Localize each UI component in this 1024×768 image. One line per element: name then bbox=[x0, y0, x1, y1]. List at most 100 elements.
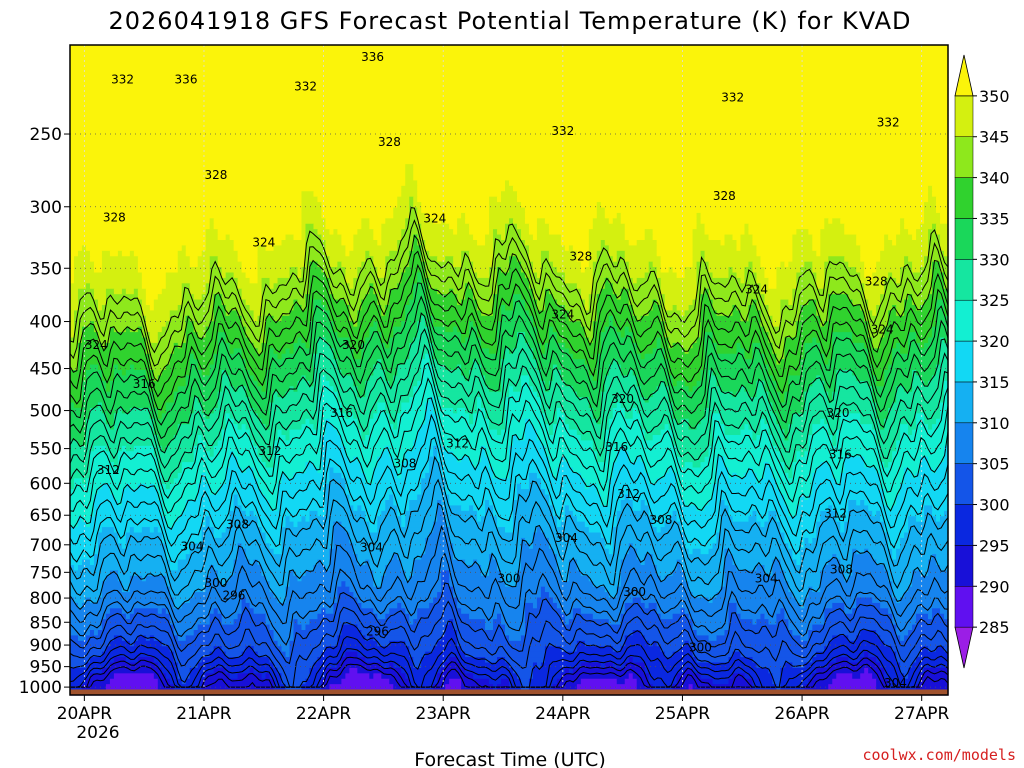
field-cell bbox=[473, 321, 498, 328]
field-cell bbox=[101, 370, 115, 377]
field-cell bbox=[728, 467, 750, 474]
field-cell bbox=[700, 250, 706, 257]
field-cell bbox=[772, 348, 785, 355]
field-cell bbox=[868, 548, 893, 555]
field-cell bbox=[632, 673, 650, 680]
field-cell bbox=[612, 256, 618, 263]
field-cell bbox=[70, 82, 949, 89]
field-cell bbox=[70, 592, 103, 599]
field-cell bbox=[125, 288, 135, 295]
field-cell bbox=[269, 586, 287, 593]
field-cell bbox=[708, 380, 718, 387]
field-cell bbox=[329, 229, 334, 236]
field-cell bbox=[481, 456, 490, 463]
field-cell bbox=[337, 635, 366, 642]
field-cell bbox=[289, 429, 327, 436]
field-cell bbox=[576, 559, 622, 566]
field-cell bbox=[944, 380, 949, 387]
field-cell bbox=[684, 310, 702, 317]
field-cell bbox=[357, 418, 370, 425]
field-cell bbox=[501, 196, 518, 203]
field-cell bbox=[776, 510, 789, 517]
field-cell bbox=[828, 397, 833, 404]
field-cell bbox=[233, 451, 259, 458]
field-cell bbox=[337, 391, 358, 398]
field-cell bbox=[832, 467, 845, 474]
field-cell bbox=[421, 370, 434, 377]
field-cell bbox=[337, 597, 358, 604]
y-tick-label: 250 bbox=[30, 125, 62, 145]
field-cell bbox=[536, 218, 546, 225]
field-cell bbox=[309, 619, 410, 626]
field-cell bbox=[516, 570, 562, 577]
contour-line bbox=[69, 582, 949, 665]
field-cell bbox=[209, 413, 227, 420]
field-cell bbox=[736, 472, 746, 479]
field-cell bbox=[556, 418, 566, 425]
field-cell bbox=[409, 619, 414, 626]
contour-label: 300 bbox=[623, 585, 646, 599]
field-cell bbox=[812, 240, 821, 247]
field-cell bbox=[812, 429, 829, 436]
x-tick-label: 25APR bbox=[655, 704, 711, 724]
field-cell bbox=[301, 272, 311, 279]
field-cell bbox=[161, 370, 191, 377]
field-cell bbox=[632, 657, 698, 664]
field-cell bbox=[153, 657, 175, 664]
field-cell bbox=[485, 451, 510, 458]
field-cell bbox=[193, 321, 211, 328]
field-cell bbox=[716, 456, 726, 463]
field-cell bbox=[876, 305, 893, 312]
field-cell bbox=[536, 597, 554, 604]
field-cell bbox=[381, 581, 442, 588]
field-cell bbox=[780, 305, 801, 312]
field-cell bbox=[772, 467, 785, 474]
field-cell bbox=[149, 380, 187, 387]
field-cell bbox=[301, 196, 319, 203]
field-cell bbox=[800, 500, 849, 507]
field-cell bbox=[644, 229, 654, 236]
field-cell bbox=[153, 445, 163, 452]
field-cell bbox=[485, 657, 498, 664]
y-tick-label: 400 bbox=[30, 313, 62, 333]
field-cell bbox=[620, 370, 630, 377]
field-cell bbox=[70, 256, 75, 263]
field-cell bbox=[820, 342, 833, 349]
field-cell bbox=[728, 267, 734, 274]
field-cell bbox=[896, 342, 901, 349]
field-cell bbox=[852, 565, 885, 572]
field-cell bbox=[660, 575, 666, 582]
field-cell bbox=[784, 575, 821, 582]
field-cell bbox=[209, 321, 243, 328]
field-cell bbox=[201, 294, 215, 301]
field-cell bbox=[373, 364, 382, 371]
field-cell bbox=[600, 418, 610, 425]
field-cell bbox=[780, 299, 789, 306]
field-cell bbox=[556, 407, 562, 414]
field-cell bbox=[812, 483, 881, 490]
field-cell bbox=[724, 240, 738, 247]
field-cell bbox=[532, 543, 550, 550]
field-cell bbox=[668, 386, 690, 393]
field-cell bbox=[596, 353, 642, 360]
field-cell bbox=[932, 185, 949, 192]
field-cell bbox=[696, 283, 762, 290]
field-cell bbox=[129, 483, 139, 490]
field-cell bbox=[485, 234, 494, 241]
field-cell bbox=[612, 288, 622, 295]
field-cell bbox=[70, 267, 75, 274]
field-cell bbox=[437, 500, 442, 507]
field-cell bbox=[409, 505, 438, 512]
field-cell bbox=[644, 429, 662, 436]
field-cell bbox=[441, 575, 450, 582]
field-cell bbox=[381, 229, 402, 236]
field-cell bbox=[552, 364, 558, 371]
field-cell bbox=[712, 424, 726, 431]
field-cell bbox=[329, 310, 350, 317]
field-cell bbox=[325, 429, 338, 436]
field-cell bbox=[129, 326, 139, 333]
field-cell bbox=[596, 294, 618, 301]
field-cell bbox=[341, 440, 414, 447]
field-cell bbox=[305, 375, 315, 382]
field-cell bbox=[596, 305, 634, 312]
